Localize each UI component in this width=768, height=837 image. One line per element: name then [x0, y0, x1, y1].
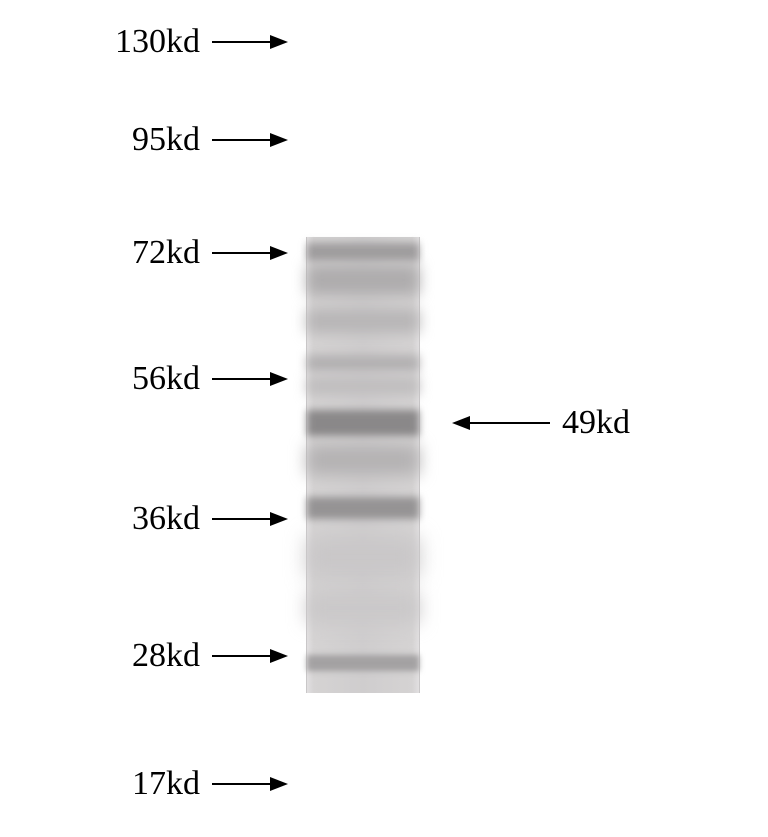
marker-36kd: 36kd	[0, 499, 288, 539]
arrow-right-icon	[212, 512, 288, 526]
gel-band	[307, 445, 419, 475]
gel-band	[307, 537, 419, 577]
gel-band	[307, 265, 419, 295]
marker-label: 28kd	[0, 637, 200, 675]
marker-130kd: 130kd	[0, 22, 288, 62]
gel-lane	[306, 237, 420, 693]
marker-label: 72kd	[0, 234, 200, 272]
arrow-left-icon	[452, 416, 550, 430]
gel-band	[307, 497, 419, 519]
gel-band	[307, 593, 419, 623]
marker-28kd: 28kd	[0, 636, 288, 676]
marker-label: 56kd	[0, 360, 200, 398]
gel-band	[307, 243, 419, 261]
marker-label: 36kd	[0, 500, 200, 538]
arrow-right-icon	[212, 777, 288, 791]
marker-56kd: 56kd	[0, 359, 288, 399]
arrow-right-icon	[212, 649, 288, 663]
target-marker-49kd: 49kd	[452, 403, 630, 443]
marker-17kd: 17kd	[0, 764, 288, 804]
marker-label: 130kd	[0, 23, 200, 61]
gel-band	[307, 309, 419, 333]
arrow-right-icon	[212, 246, 288, 260]
gel-band	[307, 655, 419, 671]
marker-label: 95kd	[0, 121, 200, 159]
target-label: 49kd	[562, 404, 630, 442]
arrow-right-icon	[212, 372, 288, 386]
arrow-right-icon	[212, 35, 288, 49]
arrow-right-icon	[212, 133, 288, 147]
marker-label: 17kd	[0, 765, 200, 803]
gel-band	[307, 355, 419, 371]
gel-figure: 130kd 95kd 72kd 56kd 36kd 28kd 1	[0, 0, 768, 837]
marker-95kd: 95kd	[0, 120, 288, 160]
gel-band	[307, 410, 419, 436]
gel-band	[307, 377, 419, 395]
marker-72kd: 72kd	[0, 233, 288, 273]
